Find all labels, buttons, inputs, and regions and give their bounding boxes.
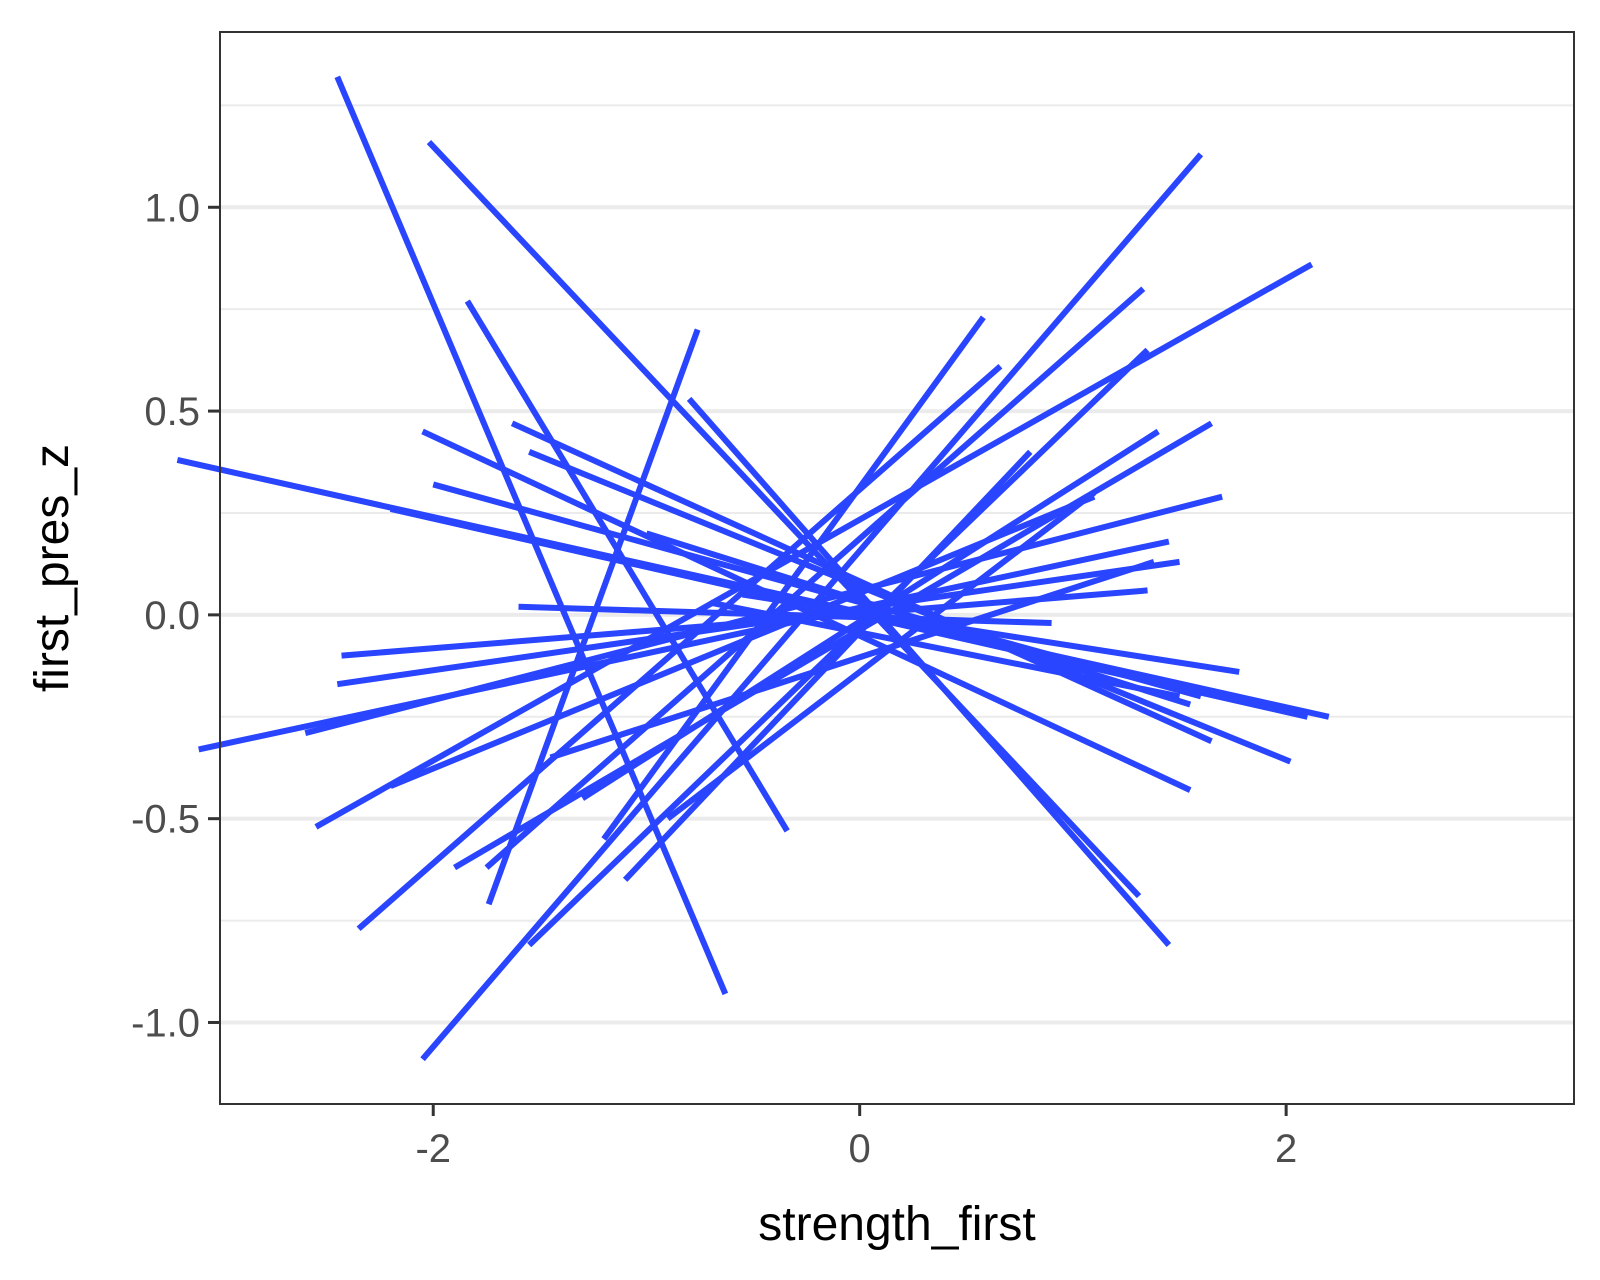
y-tick-label: 0.5 bbox=[144, 390, 200, 434]
y-tick-label: 0.0 bbox=[144, 594, 200, 638]
y-tick-label: -0.5 bbox=[131, 798, 200, 842]
series-segment bbox=[665, 490, 1097, 822]
x-axis: -2 0 2 bbox=[415, 1104, 1297, 1171]
series-segment bbox=[709, 599, 1181, 700]
series-segment bbox=[484, 286, 1146, 870]
series-segment bbox=[527, 347, 1150, 948]
y-axis-title: first_pres_z bbox=[26, 444, 79, 692]
x-axis-title: strength_first bbox=[758, 1198, 1035, 1251]
series-segment bbox=[741, 591, 1240, 675]
series-segment bbox=[356, 363, 1003, 931]
y-axis: -1.0 -0.5 0.0 0.5 1.0 bbox=[131, 186, 220, 1045]
series-segment bbox=[549, 559, 1155, 761]
data-segments bbox=[176, 75, 1330, 1062]
x-tick-label: -2 bbox=[415, 1127, 451, 1171]
series-segment bbox=[645, 530, 1192, 708]
major-gridlines bbox=[220, 205, 1574, 1025]
series-segment bbox=[686, 396, 1172, 948]
plot-border bbox=[219, 31, 1575, 1105]
y-tick-label: -1.0 bbox=[131, 1001, 200, 1045]
y-tick-label: 1.0 bbox=[144, 186, 200, 230]
series-segment bbox=[464, 299, 790, 833]
plot-panel bbox=[220, 32, 1574, 1104]
minor-gridlines bbox=[220, 104, 1574, 922]
series-segment bbox=[426, 139, 1142, 899]
x-tick-label: 0 bbox=[849, 1127, 871, 1171]
x-tick-label: 2 bbox=[1275, 1127, 1297, 1171]
series-segment bbox=[485, 328, 701, 906]
series-segment bbox=[510, 420, 1213, 744]
